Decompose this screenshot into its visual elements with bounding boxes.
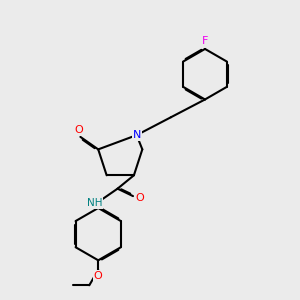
- Text: O: O: [135, 193, 144, 202]
- Text: NH: NH: [87, 198, 102, 208]
- Text: F: F: [202, 36, 208, 46]
- Text: O: O: [94, 272, 103, 281]
- Text: N: N: [132, 130, 141, 140]
- Text: O: O: [74, 125, 83, 135]
